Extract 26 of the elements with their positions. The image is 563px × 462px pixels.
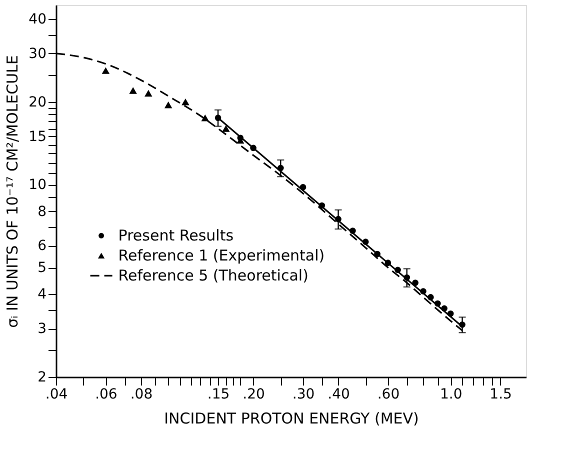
x-tick-label: .60 [377, 386, 400, 402]
y-tick-label: 40 [28, 12, 46, 28]
y-tick-label: 4 [38, 286, 47, 303]
y-tick-label: 10 [28, 177, 46, 194]
y-tick-label: 20 [28, 94, 46, 110]
x-tick-label: 1.5 [490, 386, 512, 402]
y-tick-label: 30 [28, 46, 46, 62]
x-tick-label: 1.0 [440, 386, 462, 402]
x-tick-label: .08 [130, 386, 153, 402]
x-tick-label: .30 [292, 386, 315, 402]
x-tick-label: .15 [207, 386, 230, 402]
y-tick-label: 6 [38, 238, 47, 254]
y-tick-label: 8 [38, 204, 46, 220]
legend-label: Reference 5 (Theoretical) [118, 266, 308, 285]
legend-label: Present Results [118, 226, 234, 245]
y-tick-label: 2 [38, 370, 46, 386]
x-tick-label: .06 [95, 386, 118, 402]
x-axis-title: INCIDENT PROTON ENERGY (MEV) [164, 410, 419, 428]
y-tick-label: 5 [38, 260, 46, 276]
legend-label: Reference 1 (Experimental) [118, 246, 325, 265]
y-axis-title: σᵢ IN UNITS OF 10⁻¹⁷ CM²/MOLECULE [4, 55, 22, 328]
x-tick-label: .40 [328, 386, 350, 402]
y-tick-label: 15 [28, 128, 46, 145]
x-tick-label: .20 [242, 386, 265, 402]
x-tick-label: .04 [45, 386, 68, 402]
y-tick-label: 3 [38, 321, 46, 338]
